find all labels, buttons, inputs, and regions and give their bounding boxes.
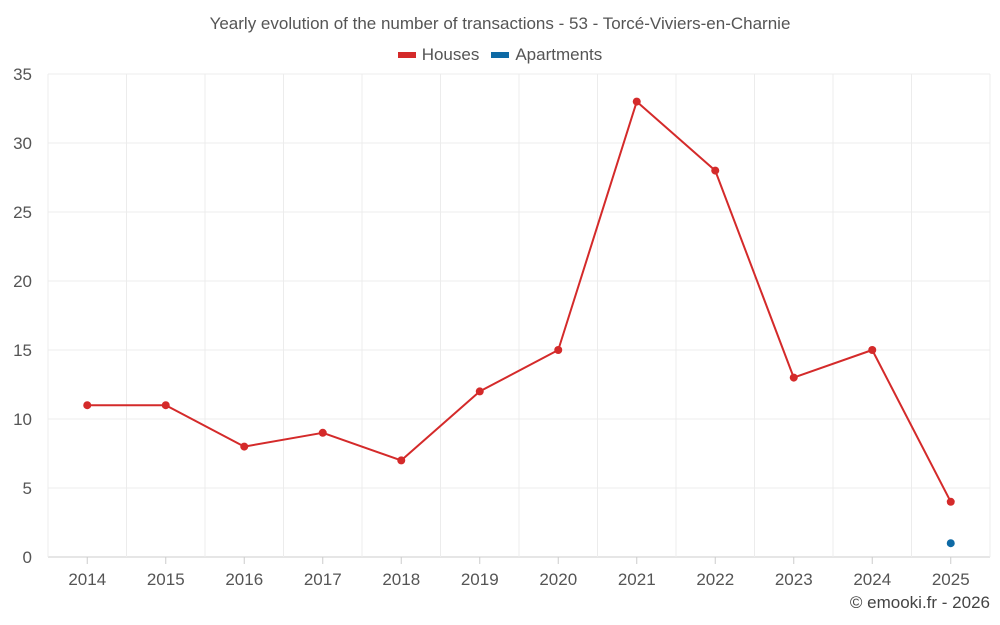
data-point-houses-2017 bbox=[318, 428, 327, 437]
data-point-houses-2018 bbox=[397, 456, 406, 465]
y-tick-label: 5 bbox=[23, 479, 32, 498]
data-point-houses-2019 bbox=[475, 387, 484, 396]
series-line-houses bbox=[87, 100, 952, 503]
x-tick-label: 2016 bbox=[225, 570, 263, 589]
y-tick-label: 10 bbox=[13, 410, 32, 429]
data-point-houses-2014 bbox=[83, 401, 92, 410]
y-tick-label: 20 bbox=[13, 272, 32, 291]
y-tick-label: 30 bbox=[13, 134, 32, 153]
y-tick-label: 35 bbox=[13, 65, 32, 84]
x-tick-label: 2023 bbox=[775, 570, 813, 589]
legend-item-apartments[interactable]: Apartments bbox=[491, 45, 602, 65]
legend-label-apartments: Apartments bbox=[515, 45, 603, 64]
data-point-houses-2021 bbox=[632, 97, 641, 106]
legend-label-houses: Houses bbox=[421, 45, 480, 64]
x-tick-label: 2019 bbox=[461, 570, 499, 589]
chart-title: Yearly evolution of the number of transa… bbox=[209, 14, 791, 33]
data-point-houses-2024 bbox=[868, 346, 877, 354]
x-tick-label: 2025 bbox=[932, 570, 970, 589]
legend-item-houses[interactable]: Houses bbox=[397, 45, 480, 65]
x-tick-label: 2015 bbox=[147, 570, 185, 589]
legend-swatch-houses bbox=[397, 52, 416, 58]
x-tick-label: 2018 bbox=[382, 570, 420, 589]
data-point-houses-2020 bbox=[554, 346, 563, 354]
x-tick-label: 2014 bbox=[68, 570, 106, 589]
y-tick-label: 15 bbox=[13, 341, 32, 360]
x-tick-label: 2017 bbox=[304, 570, 342, 589]
data-point-houses-2022 bbox=[711, 166, 720, 175]
copyright-footer: © emooki.fr - 2026 bbox=[849, 593, 990, 612]
x-tick-label: 2020 bbox=[539, 570, 577, 589]
data-point-houses-2015 bbox=[161, 401, 170, 410]
data-point-houses-2023 bbox=[789, 373, 798, 382]
legend: Houses Apartments bbox=[0, 45, 1000, 65]
x-tick-label: 2022 bbox=[696, 570, 734, 589]
data-point-apartments-2025 bbox=[946, 539, 955, 548]
data-point-houses-2025 bbox=[946, 497, 955, 506]
x-tick-label: 2024 bbox=[853, 570, 891, 589]
y-tick-label: 0 bbox=[23, 548, 32, 567]
y-tick-label: 25 bbox=[13, 203, 32, 222]
legend-swatch-apartments bbox=[491, 52, 510, 58]
x-tick-label: 2021 bbox=[618, 570, 656, 589]
data-point-houses-2016 bbox=[240, 442, 249, 451]
